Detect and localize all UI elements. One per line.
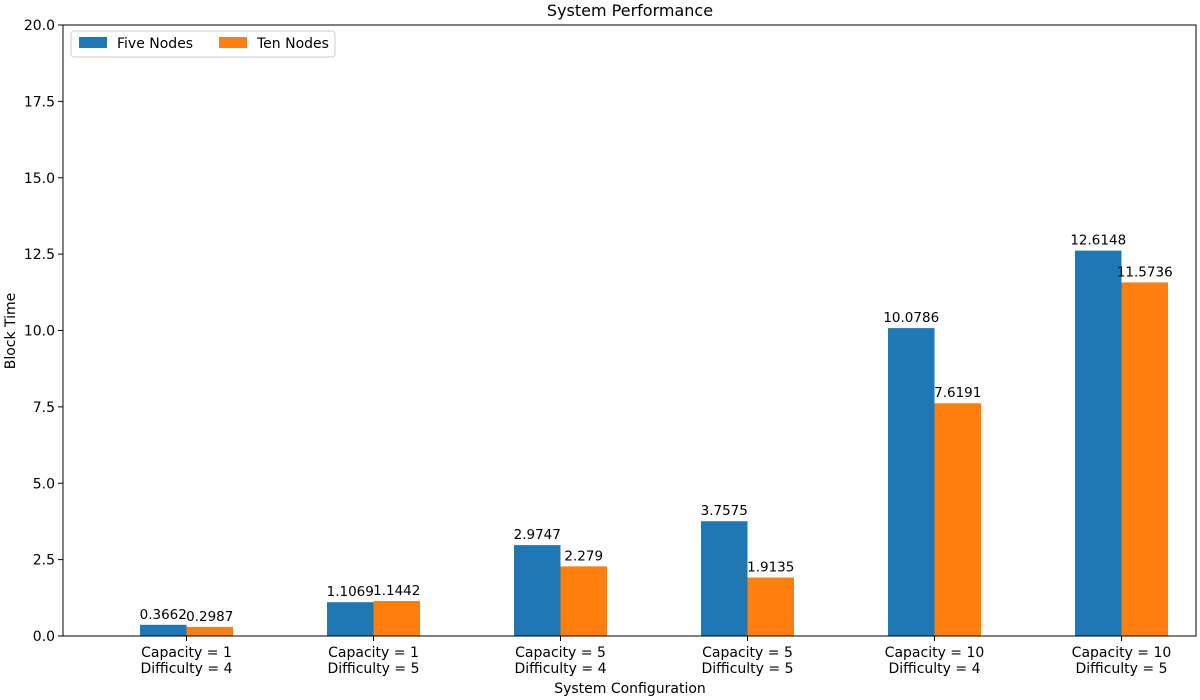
data-label: 12.6148: [1070, 233, 1126, 249]
plot-area: 0.3662 1.1069 2.9747 3.7575 10.0786 12.6148 0.…: [24, 18, 1197, 677]
data-label: 7.6191: [934, 385, 981, 401]
bar-ten-nodes: [186, 626, 233, 636]
y-tick-label: 2.5: [33, 553, 55, 569]
y-tick-label: 7.5: [33, 400, 55, 416]
legend-swatch: [79, 37, 107, 48]
data-label: 11.5736: [1117, 264, 1173, 280]
x-tick-label: Difficulty = 4: [141, 661, 233, 677]
chart-title: System Performance: [547, 1, 713, 20]
x-tick-label: Capacity = 10: [885, 645, 985, 661]
y-axis-title: Block Time: [3, 293, 19, 370]
y-tick-label: 17.5: [24, 94, 55, 110]
legend-label: Ten Nodes: [256, 36, 329, 52]
bar-ten-nodes: [560, 566, 607, 636]
data-label: 2.9747: [514, 527, 561, 543]
y-tick-label: 0.0: [33, 629, 55, 645]
y-tick-label: 12.5: [24, 247, 55, 263]
data-label: 1.1442: [373, 583, 420, 599]
bar-five-nodes: [701, 521, 748, 636]
y-tick-label: 15.0: [24, 171, 55, 187]
x-axis-title: System Configuration: [554, 681, 706, 697]
plot-frame: [62, 24, 1197, 637]
legend-swatch: [219, 37, 247, 48]
data-label: 1.9135: [747, 560, 794, 576]
bar-ten-nodes: [373, 601, 420, 636]
data-label: 0.3662: [140, 607, 187, 623]
x-tick-label: Capacity = 5: [702, 645, 793, 661]
legend: [70, 30, 336, 58]
legend-label: Five Nodes: [117, 36, 193, 52]
data-label: 3.7575: [701, 503, 748, 519]
y-tick-label: 10.0: [24, 324, 55, 340]
x-tick-label: Difficulty = 5: [328, 661, 420, 677]
bar-five-nodes: [1075, 250, 1122, 636]
x-tick-label: Capacity = 1: [141, 645, 232, 661]
y-tick-label: 20.0: [24, 18, 55, 34]
x-tick-label: Difficulty = 5: [1076, 661, 1168, 677]
bar-five-nodes: [327, 602, 374, 636]
bar-five-nodes: [888, 328, 935, 636]
bar-ten-nodes: [934, 403, 981, 636]
x-tick-label: Capacity = 5: [515, 645, 606, 661]
x-tick-label: Difficulty = 4: [889, 661, 981, 677]
data-label: 0.2987: [186, 609, 233, 625]
y-tick-label: 5.0: [33, 476, 55, 492]
bar-ten-nodes: [747, 577, 794, 636]
x-tick-label: Capacity = 10: [1072, 645, 1172, 661]
x-tick-label: Capacity = 1: [328, 645, 419, 661]
x-tick-label: Difficulty = 5: [702, 661, 794, 677]
x-tick-label: Difficulty = 4: [515, 661, 607, 677]
bar-five-nodes: [514, 545, 561, 636]
bar-five-nodes: [140, 624, 187, 636]
data-label: 2.279: [564, 548, 603, 564]
bar-ten-nodes: [1121, 282, 1168, 636]
data-label: 10.0786: [883, 310, 939, 326]
data-label: 1.1069: [327, 584, 374, 600]
